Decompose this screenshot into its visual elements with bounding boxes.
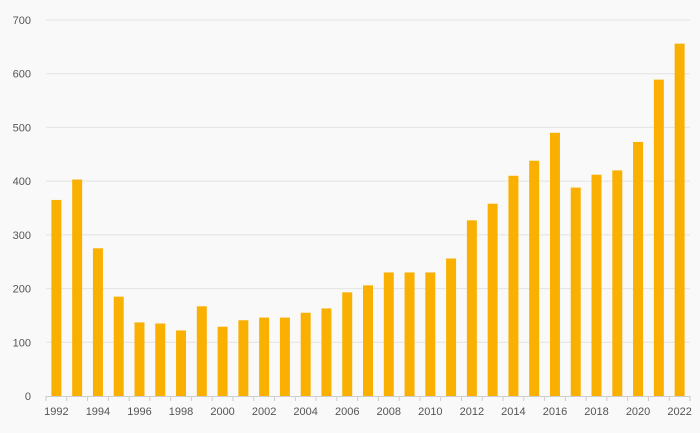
bar: [196, 306, 207, 396]
x-tick-label: 2010: [418, 406, 442, 418]
x-tick-label: 2002: [252, 406, 276, 418]
bar: [529, 160, 540, 396]
x-tick-label: 2008: [377, 406, 401, 418]
bar: [549, 132, 560, 397]
bar: [653, 79, 664, 396]
y-tick-label: 0: [25, 391, 31, 403]
x-tick-label: 2006: [335, 406, 359, 418]
bar: [217, 326, 228, 396]
x-tick-label: 2016: [543, 406, 567, 418]
bar: [446, 258, 457, 396]
bar: [612, 170, 623, 396]
y-tick-label: 400: [13, 176, 31, 188]
x-tick-label: 2014: [501, 406, 525, 418]
gridlines: [46, 19, 690, 343]
x-tick-label: 2020: [626, 406, 650, 418]
bar: [633, 141, 644, 396]
bar: [342, 292, 353, 396]
bar: [570, 187, 581, 396]
bar: [363, 285, 373, 396]
y-tick-label: 100: [13, 337, 31, 349]
bar: [591, 174, 602, 396]
y-tick-label: 200: [13, 284, 31, 296]
bar: [466, 220, 477, 396]
x-axis: 1992 1994 1996 1998 2000 2002 2004 2006 2008 2010…: [44, 396, 692, 418]
bar: [238, 320, 249, 396]
y-tick-label: 300: [13, 230, 31, 242]
bar: [113, 296, 124, 396]
bar: [404, 272, 415, 396]
x-tick-label: 2004: [293, 406, 317, 418]
x-tick-label: 1994: [86, 406, 110, 418]
y-tick-label: 700: [13, 15, 31, 27]
bar: [51, 199, 62, 396]
x-tick-label: 1996: [127, 406, 151, 418]
bar: [383, 272, 394, 396]
x-tick-label: 2018: [584, 406, 608, 418]
x-tick-label: 1992: [44, 406, 68, 418]
bar: [279, 317, 290, 396]
bar: [321, 308, 332, 396]
bar: [508, 175, 519, 396]
bar: [72, 179, 83, 396]
bar: [674, 43, 685, 397]
bar: [155, 323, 166, 396]
y-tick-label: 500: [13, 122, 31, 134]
bar: [92, 248, 103, 396]
bar: [134, 322, 145, 396]
bar: [300, 312, 311, 396]
bar: [425, 272, 436, 396]
bar: [487, 203, 498, 396]
bar: [176, 330, 187, 396]
x-tick-label: 1998: [169, 406, 193, 418]
y-tick-label: 600: [13, 69, 31, 81]
y-axis: 0 100 200 300 400 500 600 700: [13, 15, 31, 403]
bars: [51, 43, 685, 397]
bar: [259, 317, 270, 396]
x-tick-label: 2022: [667, 406, 691, 418]
x-tick-label: 2000: [210, 406, 234, 418]
x-tick-label: 2012: [460, 406, 484, 418]
